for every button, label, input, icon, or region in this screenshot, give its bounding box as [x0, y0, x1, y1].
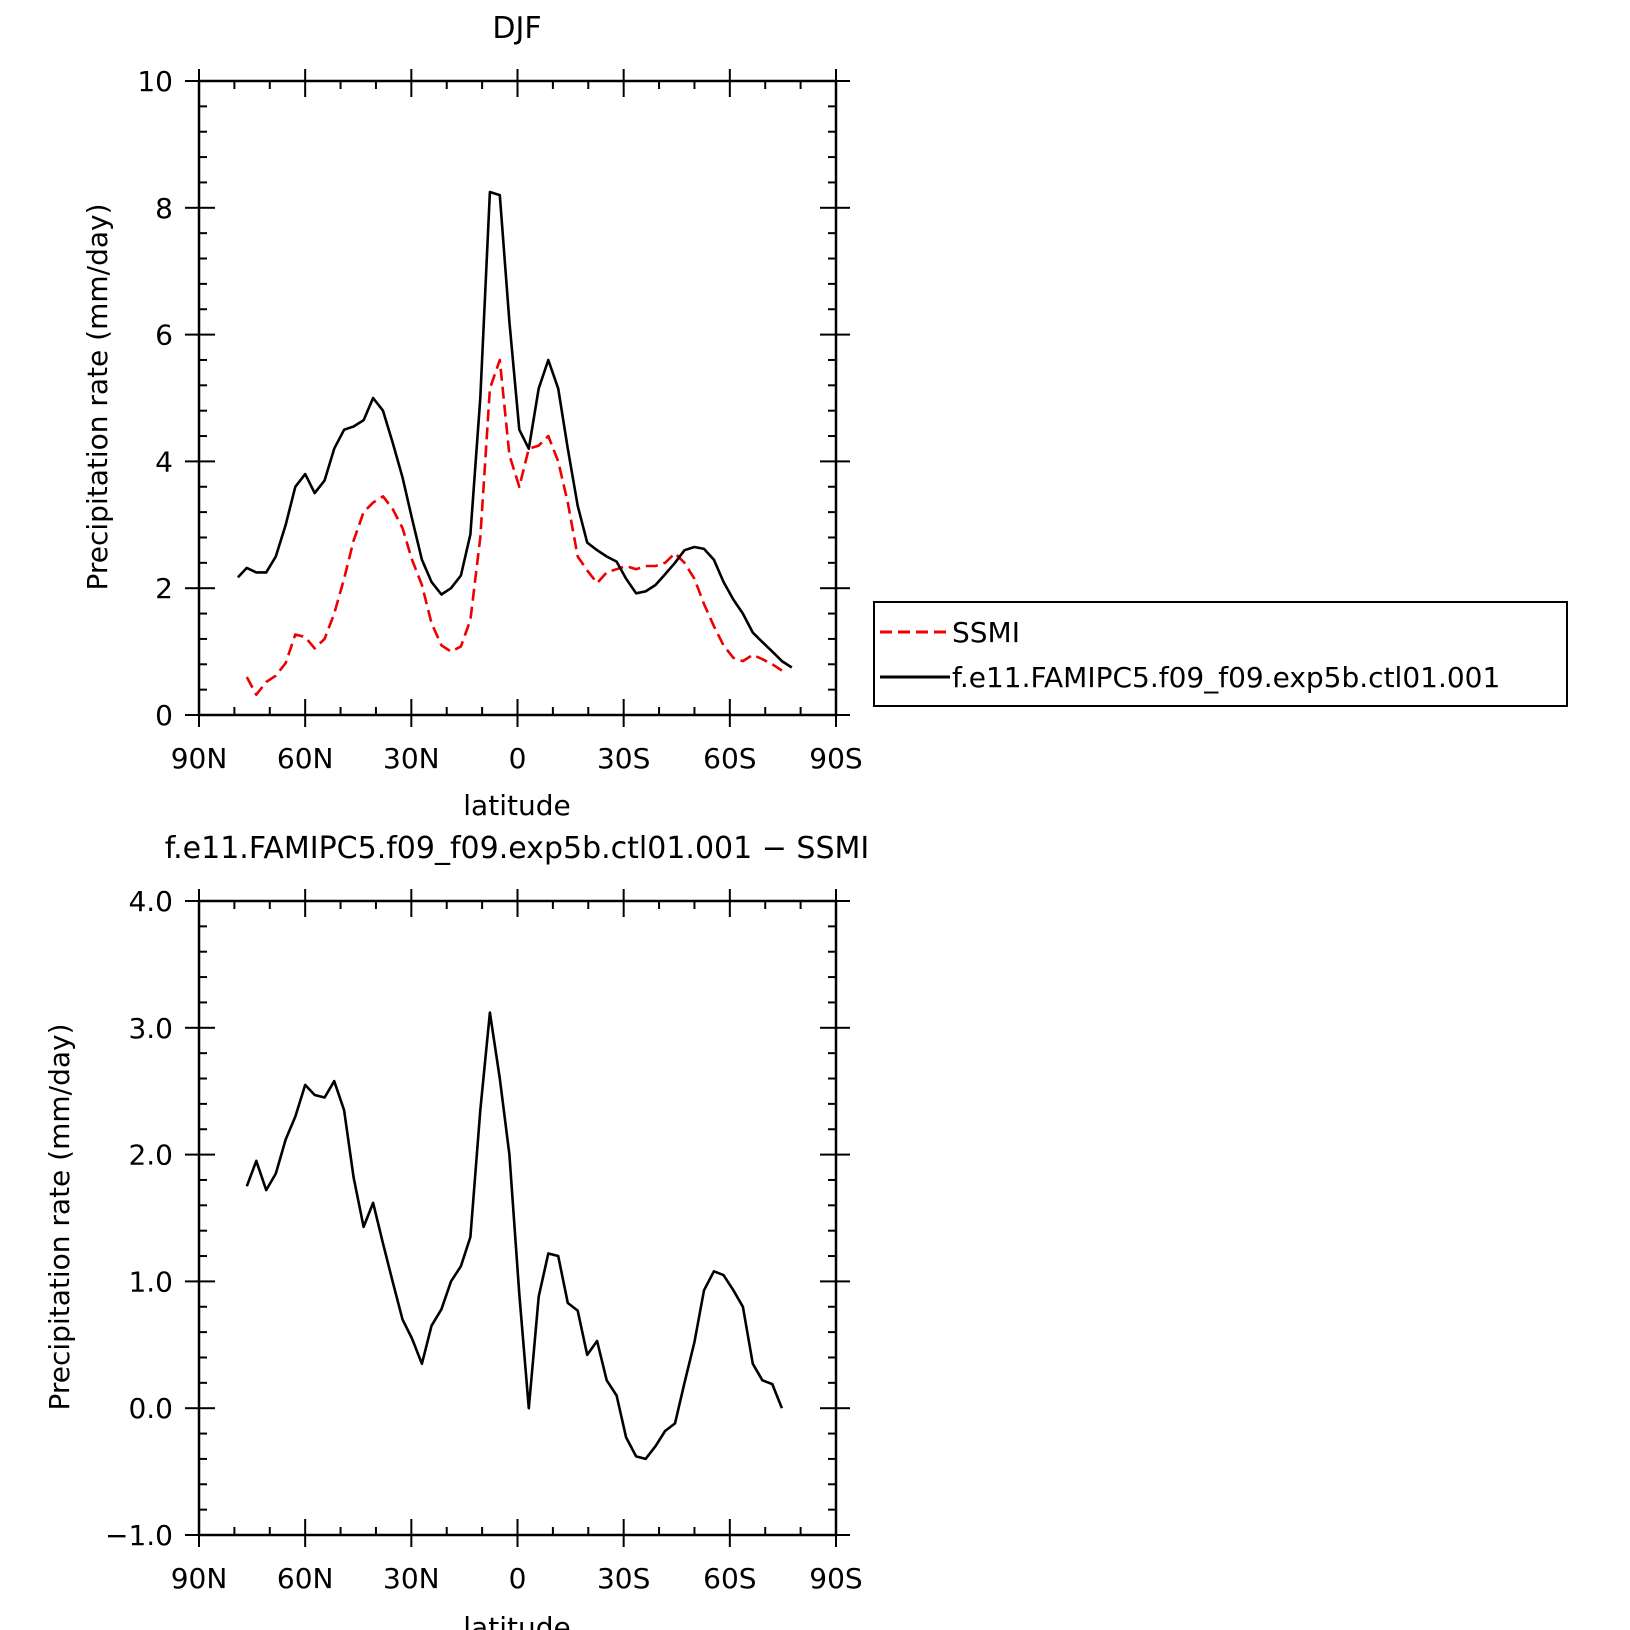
y-tick-label: 2 — [155, 572, 173, 605]
x-tick-label: 90S — [809, 1562, 862, 1595]
y-tick-label: 1.0 — [128, 1265, 173, 1298]
legend-entry-ssmi: SSMI — [952, 616, 1020, 649]
ticks — [185, 889, 850, 1547]
x-tick-label: 60S — [703, 742, 756, 775]
x-tick-label: 60N — [277, 742, 334, 775]
x-tick-label: 30N — [383, 1562, 440, 1595]
x-tick-label: 90N — [171, 1562, 228, 1595]
legend: SSMI f.e11.FAMIPC5.f09_f09.exp5b.ctl01.0… — [873, 601, 1568, 707]
plot-frame — [197, 899, 838, 1537]
series-lines — [236, 190, 793, 697]
legend-entry-model: f.e11.FAMIPC5.f09_f09.exp5b.ctl01.001 — [952, 661, 1500, 694]
x-axis-label: latitude — [463, 789, 570, 822]
y-tick-label: −1.0 — [105, 1519, 173, 1552]
series-line-model — [236, 190, 793, 669]
y-tick-label: 8 — [155, 192, 173, 225]
x-tick-label: 30S — [597, 742, 650, 775]
plot-frame — [197, 79, 838, 717]
y-tick-label: 4.0 — [128, 885, 173, 918]
series-line-ssmi — [245, 358, 783, 697]
y-tick-label: 4 — [155, 445, 173, 478]
tick-labels: 90N 60N 30N 0 30S 60S 90S 0 2 4 6 8 10 — [137, 65, 862, 775]
x-tick-label: 60S — [703, 1562, 756, 1595]
x-tick-label: 90S — [809, 742, 862, 775]
x-tick-label: 90N — [171, 742, 228, 775]
y-tick-label: 0.0 — [128, 1392, 173, 1425]
x-tick-label: 30N — [383, 742, 440, 775]
legend-box — [873, 601, 1568, 707]
x-axis-label: latitude — [463, 1611, 570, 1630]
y-tick-label: 6 — [155, 319, 173, 352]
y-tick-label: 10 — [137, 65, 173, 98]
y-tick-label: 0 — [155, 699, 173, 732]
panel-djf: DJF Precipitation rate (mm/day) latitude… — [81, 11, 863, 822]
panel-difference: f.e11.FAMIPC5.f09_f09.exp5b.ctl01.001 − … — [43, 831, 869, 1630]
series-line-model — [245, 1011, 784, 1461]
chart-title: f.e11.FAMIPC5.f09_f09.exp5b.ctl01.001 − … — [165, 831, 870, 866]
chart-title: DJF — [492, 11, 541, 46]
ticks — [185, 69, 850, 727]
x-tick-label: 30S — [597, 1562, 650, 1595]
y-axis-label: Precipitation rate (mm/day) — [43, 1023, 76, 1410]
x-tick-label: 60N — [277, 1562, 334, 1595]
x-tick-label: 0 — [509, 742, 527, 775]
x-tick-label: 0 — [509, 1562, 527, 1595]
y-tick-label: 3.0 — [128, 1012, 173, 1045]
y-axis-label: Precipitation rate (mm/day) — [81, 203, 114, 590]
tick-labels: 90N 60N 30N 0 30S 60S 90S −1.0 0.0 1.0 2.0 3.0 4.0 — [105, 885, 863, 1595]
series-lines — [245, 1011, 784, 1461]
y-tick-label: 2.0 — [128, 1139, 173, 1172]
